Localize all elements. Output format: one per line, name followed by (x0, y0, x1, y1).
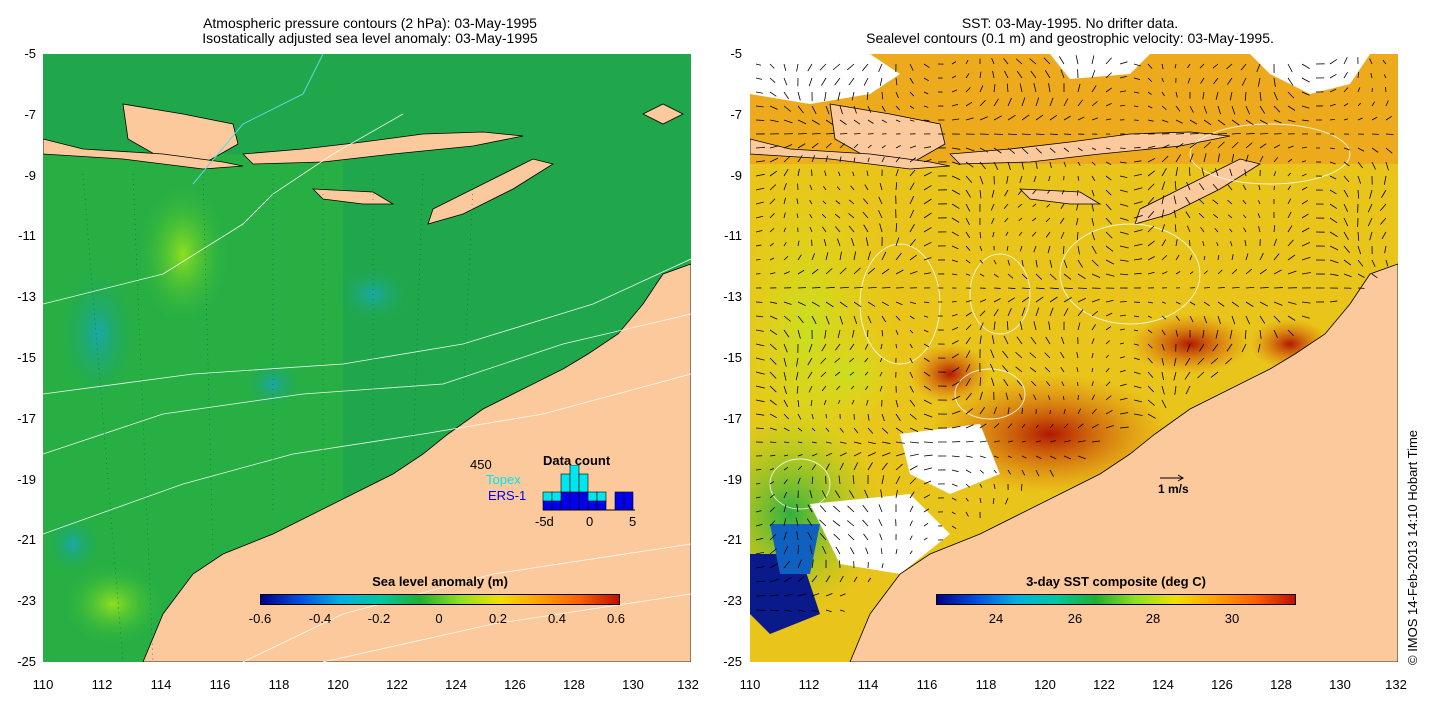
inset-count: 450 (470, 457, 492, 472)
left-xtick: 114 (150, 677, 172, 692)
ers-bar (587, 500, 598, 511)
left-xtick: 120 (327, 677, 349, 692)
left-colorbar (260, 594, 620, 605)
left-xtick: 116 (209, 677, 231, 692)
ers-bar (569, 491, 580, 511)
left-ytick: -25 (17, 654, 36, 669)
ers-bar (551, 500, 562, 511)
left-xtick: 122 (386, 677, 408, 692)
left-ytick: -17 (17, 411, 36, 426)
left-xtick: 132 (677, 677, 699, 692)
right-ytick: -15 (723, 350, 742, 365)
topex-bar (542, 491, 553, 502)
ers-bar (542, 500, 553, 511)
inset-x-left: -5d (535, 514, 554, 529)
right-xtick: 130 (1329, 677, 1351, 692)
left-xtick: 112 (91, 677, 113, 692)
left-ytick: -7 (24, 107, 36, 122)
left-xtick: 110 (32, 677, 54, 692)
inset-series-ers: ERS-1 (488, 488, 527, 503)
right-cbar-tick: 28 (1145, 611, 1161, 626)
left-cbar-tick: 0 (435, 611, 443, 626)
left-map (43, 54, 691, 662)
inset-x-right: 5 (629, 514, 637, 529)
left-cbar-tick: -0.6 (248, 611, 272, 626)
left-cbar-tick: -0.4 (308, 611, 332, 626)
left-ytick: -5 (24, 46, 36, 61)
velocity-scale-label: 1 m/s (1158, 482, 1189, 496)
right-title-line2: Sealevel contours (0.1 m) and geostrophi… (866, 30, 1274, 46)
left-ytick: -23 (17, 593, 36, 608)
right-colorbar-title: 3-day SST composite (deg C) (1026, 574, 1206, 589)
left-ytick: -11 (18, 228, 36, 243)
right-xtick: 132 (1385, 677, 1407, 692)
right-cbar-tick: 24 (988, 611, 1004, 626)
right-colorbar (936, 594, 1296, 605)
right-map (750, 54, 1398, 662)
left-xtick: 128 (563, 677, 585, 692)
right-ytick: -9 (730, 168, 742, 183)
ers-bar (560, 491, 571, 511)
topex-bar (596, 491, 607, 502)
right-xtick: 122 (1093, 677, 1115, 692)
inset-title: Data count (543, 453, 611, 468)
left-title-line1: Atmospheric pressure contours (2 hPa): 0… (203, 15, 537, 31)
ers-bar (623, 491, 634, 511)
left-colorbar-title: Sea level anomaly (m) (372, 574, 508, 589)
right-ytick: -23 (723, 593, 742, 608)
inset-histogram (542, 465, 635, 511)
left-ytick: -9 (24, 168, 36, 183)
right-xtick: 120 (1034, 677, 1056, 692)
right-xtick: 110 (739, 677, 761, 692)
right-xtick: 118 (975, 677, 997, 692)
ers-bar (578, 491, 589, 511)
right-ytick: -19 (723, 472, 742, 487)
right-ytick: -17 (723, 411, 742, 426)
right-xtick: 128 (1270, 677, 1292, 692)
topex-bar (578, 473, 589, 493)
right-ytick: -11 (724, 228, 742, 243)
left-ytick: -13 (17, 289, 36, 304)
ers-bar (596, 500, 607, 511)
right-title-line1: SST: 03-May-1995. No drifter data. (961, 15, 1179, 31)
credit-label: © IMOS 14-Feb-2013 14:10 Hobart Time (1405, 429, 1420, 665)
right-ytick: -5 (730, 46, 742, 61)
left-cbar-tick: 0.6 (606, 611, 626, 626)
topex-bar (587, 491, 598, 502)
left-ytick: -19 (17, 472, 36, 487)
topex-bar (569, 465, 580, 493)
right-ytick: -7 (730, 107, 742, 122)
ers-bar (614, 491, 625, 511)
left-xtick: 130 (622, 677, 644, 692)
right-ytick: -25 (723, 654, 742, 669)
right-xtick: 112 (798, 677, 820, 692)
left-cbar-tick: 0.4 (547, 611, 567, 626)
left-xtick: 126 (504, 677, 526, 692)
left-xtick: 124 (445, 677, 467, 692)
left-cbar-tick: -0.2 (367, 611, 391, 626)
right-xtick: 114 (857, 677, 879, 692)
right-xtick: 126 (1211, 677, 1233, 692)
topex-bar (551, 491, 562, 502)
left-cbar-tick: 0.2 (488, 611, 508, 626)
right-cbar-tick: 30 (1224, 611, 1240, 626)
inset-series-topex: Topex (486, 472, 521, 487)
inset-x-mid: 0 (586, 514, 594, 529)
right-ytick: -21 (723, 532, 742, 547)
right-cbar-tick: 26 (1067, 611, 1083, 626)
left-xtick: 118 (268, 677, 290, 692)
left-title-line2: Isostatically adjusted sea level anomaly… (202, 30, 538, 46)
topex-bar (560, 473, 571, 493)
right-xtick: 116 (916, 677, 938, 692)
left-ytick: -21 (17, 532, 36, 547)
right-ytick: -13 (723, 289, 742, 304)
left-ytick: -15 (17, 350, 36, 365)
right-xtick: 124 (1152, 677, 1174, 692)
